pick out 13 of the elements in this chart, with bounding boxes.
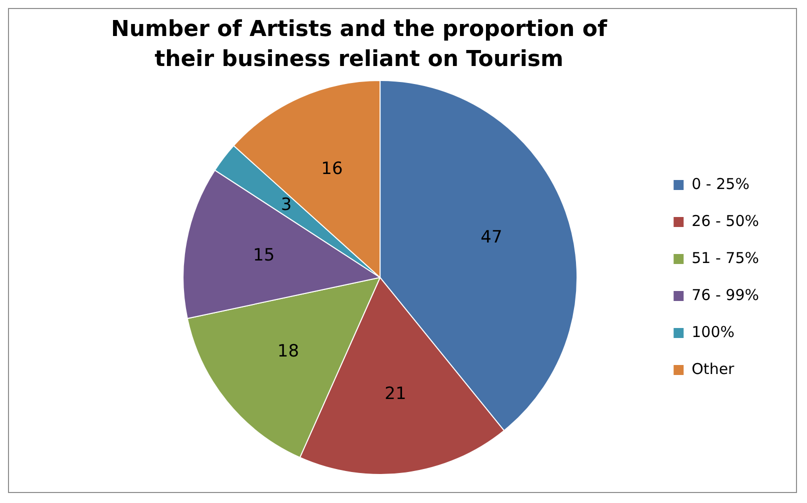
data-label: 18 xyxy=(277,341,300,362)
legend-label: 51 - 75% xyxy=(692,248,760,267)
data-label: 47 xyxy=(480,227,502,248)
legend-label: 76 - 99% xyxy=(692,286,760,304)
data-label: 15 xyxy=(253,245,275,266)
legend-label: 0 - 25% xyxy=(692,174,750,193)
chart-title: Number of Artists and the proportion of their business reliant on Tourism xyxy=(110,16,608,74)
legend-label: Other xyxy=(692,360,736,378)
data-label: 21 xyxy=(384,384,406,404)
data-label: 16 xyxy=(321,158,343,179)
data-label: 3 xyxy=(280,194,292,215)
legend-label: 100% xyxy=(692,322,735,341)
legend-label: 26 - 50% xyxy=(692,212,760,230)
